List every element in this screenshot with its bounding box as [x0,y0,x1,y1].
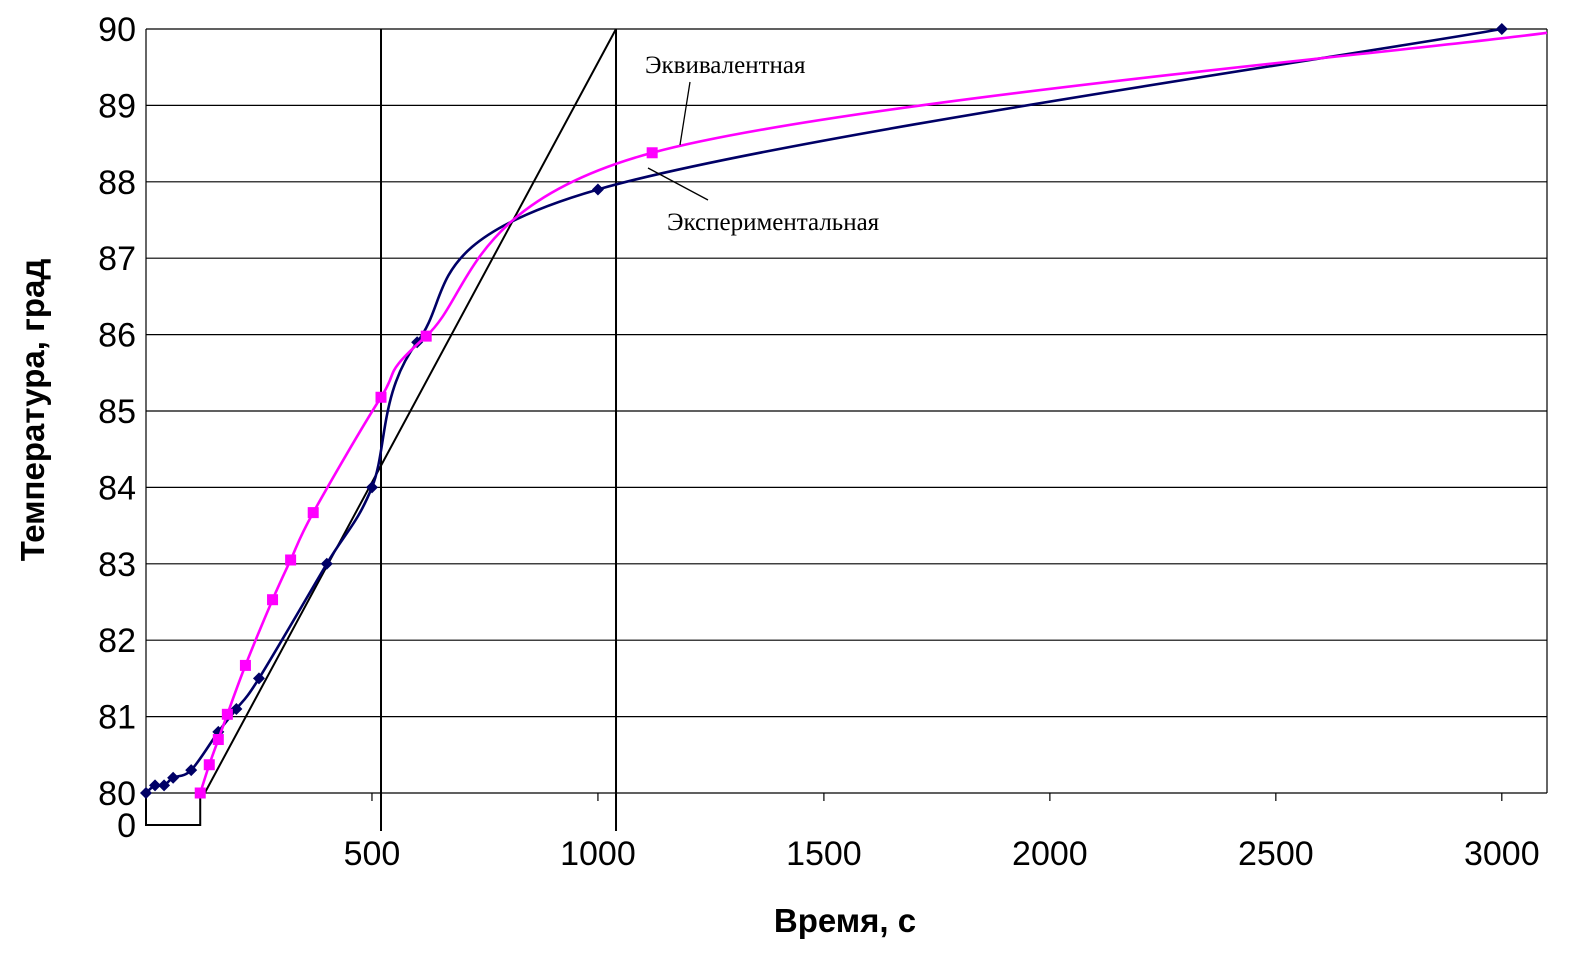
series-2-point [267,594,279,606]
x-tick-label-1000: 1000 [560,835,636,873]
y-tick-label-81: 81 [98,699,136,737]
y-tick-label-89: 89 [98,87,136,125]
series-1-point [167,771,180,784]
tick-labels: 80 81 82 83 84 85 86 87 88 89 90 500 1000 1500 2000 250… [98,11,1539,873]
series-1-point [1495,23,1508,35]
y-tick-label-82: 82 [98,622,136,660]
series-1-point [591,183,604,196]
series-1-point [411,336,424,349]
y-tick-label-80: 80 [98,775,136,813]
annotation-equivalent: Эквивалентная [645,52,806,79]
grid-layer [145,28,1548,801]
y-tick-label-90: 90 [98,11,136,49]
x-tick-label-1500: 1500 [786,835,862,873]
x-tick-label-3000: 3000 [1464,835,1540,873]
x-axis-title: Время, с [774,902,916,939]
series-2-line [198,31,1548,794]
y-tick-label-84: 84 [98,469,136,507]
y-tick-label-87: 87 [98,240,136,278]
origin-label: 0 [117,807,136,845]
series-2-point [646,147,658,159]
y-tick-label-86: 86 [98,317,136,355]
series-2-point [285,554,297,566]
series-2-point [194,787,206,799]
series-2-point [420,330,432,342]
x-tick-label-2500: 2500 [1238,835,1314,873]
x-tick-label-2000: 2000 [1012,835,1088,873]
series-1-point [140,787,152,799]
annotation-leader-2 [647,167,709,201]
series-2-point [307,507,319,519]
series-1-point [252,672,265,685]
series-1-point [149,779,162,792]
series-2-point [221,708,233,720]
series-2-point [212,734,224,746]
construction-lines [145,28,618,831]
series-1-point [365,481,378,494]
y-tick-label-83: 83 [98,546,136,584]
series-2-point [203,759,215,771]
series-layer [140,23,1548,799]
annotation-experimental: Экспериментальная [667,209,880,236]
tangent-line [203,28,617,794]
delay-bracket [145,793,202,826]
series-2-point [239,659,251,671]
annotations: Эквивалентная Экспериментальная [645,52,880,236]
x-tick-label-500: 500 [344,835,401,873]
series-1-point [158,779,171,792]
series-2-point [375,391,387,403]
series-1-point [185,764,198,777]
y-tick-label-85: 85 [98,393,136,431]
y-axis-title: Температура, град [14,259,51,562]
y-tick-label-88: 88 [98,164,136,202]
series-1-point [320,557,333,570]
annotation-leader-1 [679,81,691,146]
series-1-point [230,702,243,715]
